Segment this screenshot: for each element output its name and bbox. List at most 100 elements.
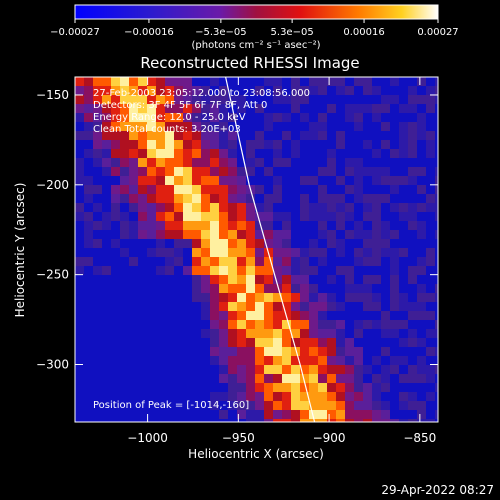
heatmap-cell	[228, 221, 237, 230]
solar-limb-curve	[225, 77, 316, 422]
heatmap-cell	[399, 149, 408, 158]
heatmap-cell	[372, 365, 381, 374]
heatmap-cell	[165, 167, 174, 176]
heatmap-cell	[165, 95, 174, 104]
heatmap-cell	[282, 338, 291, 347]
y-tick-label: −250	[36, 268, 69, 282]
heatmap-cell	[84, 401, 93, 410]
heatmap-cell	[291, 176, 300, 185]
heatmap-cell	[435, 176, 438, 185]
heatmap-cell	[174, 320, 183, 329]
heatmap-cell	[129, 212, 138, 221]
heatmap-cell	[228, 194, 237, 203]
heatmap-cell	[381, 374, 390, 383]
heatmap-cell	[192, 167, 201, 176]
heatmap-cell	[381, 356, 390, 365]
heatmap-cell	[300, 230, 309, 239]
heatmap-cell	[174, 338, 183, 347]
heatmap-cell	[300, 365, 309, 374]
heatmap-cell	[291, 167, 300, 176]
annotation-total-counts: Clean Total counts: 3.20E+03	[93, 124, 241, 135]
heatmap-cell	[183, 392, 192, 401]
heatmap-cell	[309, 401, 318, 410]
heatmap-cell	[93, 383, 102, 392]
heatmap-cell	[336, 410, 345, 419]
heatmap-cell	[93, 212, 102, 221]
heatmap-cell	[192, 212, 201, 221]
heatmap-cell	[237, 284, 246, 293]
heatmap-cell	[318, 104, 327, 113]
heatmap-cell	[129, 275, 138, 284]
heatmap-cell	[228, 275, 237, 284]
heatmap-cell	[390, 284, 399, 293]
heatmap-cell	[138, 104, 147, 113]
heatmap-cell	[174, 419, 183, 422]
heatmap-cell	[399, 185, 408, 194]
heatmap-cell	[138, 311, 147, 320]
heatmap-cell	[291, 104, 300, 113]
heatmap-cell	[75, 248, 84, 257]
heatmap-cell	[111, 356, 120, 365]
heatmap-cell	[237, 158, 246, 167]
heatmap-cell	[75, 185, 84, 194]
heatmap-cell	[336, 320, 345, 329]
heatmap-cell	[237, 311, 246, 320]
heatmap-cell	[147, 185, 156, 194]
heatmap-cell	[300, 212, 309, 221]
heatmap-cell	[120, 392, 129, 401]
heatmap-cell	[129, 158, 138, 167]
heatmap-cell	[102, 176, 111, 185]
heatmap-cell	[282, 410, 291, 419]
heatmap-cell	[417, 275, 426, 284]
heatmap-cell	[282, 104, 291, 113]
heatmap-cell	[417, 419, 426, 422]
heatmap-cell	[201, 194, 210, 203]
heatmap-cell	[201, 248, 210, 257]
heatmap-cell	[210, 140, 219, 149]
heatmap-cell	[417, 311, 426, 320]
heatmap-cell	[201, 149, 210, 158]
heatmap-cell	[237, 140, 246, 149]
heatmap-cell	[381, 86, 390, 95]
heatmap-cell	[93, 95, 102, 104]
heatmap-cell	[111, 410, 120, 419]
heatmap-cell	[201, 266, 210, 275]
heatmap-cell	[237, 149, 246, 158]
heatmap-cell	[390, 383, 399, 392]
heatmap-cell	[408, 104, 417, 113]
heatmap-cell	[165, 104, 174, 113]
heatmap-cell	[201, 122, 210, 131]
heatmap-cell	[174, 302, 183, 311]
heatmap-cell	[255, 158, 264, 167]
heatmap-cell	[417, 293, 426, 302]
heatmap-cell	[354, 122, 363, 131]
heatmap-cell	[318, 131, 327, 140]
heatmap-cell	[183, 257, 192, 266]
heatmap-cell	[210, 365, 219, 374]
heatmap-cell	[129, 311, 138, 320]
heatmap-cell	[147, 158, 156, 167]
heatmap-cell	[300, 194, 309, 203]
heatmap-cell	[192, 239, 201, 248]
heatmap-cell	[300, 383, 309, 392]
heatmap-cell	[426, 392, 435, 401]
heatmap-cell	[354, 95, 363, 104]
heatmap-cell	[192, 419, 201, 422]
heatmap-cell	[246, 167, 255, 176]
heatmap-cell	[192, 203, 201, 212]
heatmap-cell	[129, 77, 138, 86]
heatmap-cell	[210, 320, 219, 329]
heatmap-cell	[345, 311, 354, 320]
heatmap-cell	[282, 383, 291, 392]
heatmap-cell	[354, 410, 363, 419]
heatmap-cell	[129, 95, 138, 104]
heatmap-cell	[174, 113, 183, 122]
heatmap-cell	[426, 203, 435, 212]
heatmap-cell	[363, 257, 372, 266]
heatmap-cell	[354, 212, 363, 221]
heatmap-cell	[147, 140, 156, 149]
heatmap-cell	[345, 185, 354, 194]
heatmap-cell	[435, 239, 438, 248]
heatmap-cell	[93, 293, 102, 302]
heatmap-cell	[417, 167, 426, 176]
